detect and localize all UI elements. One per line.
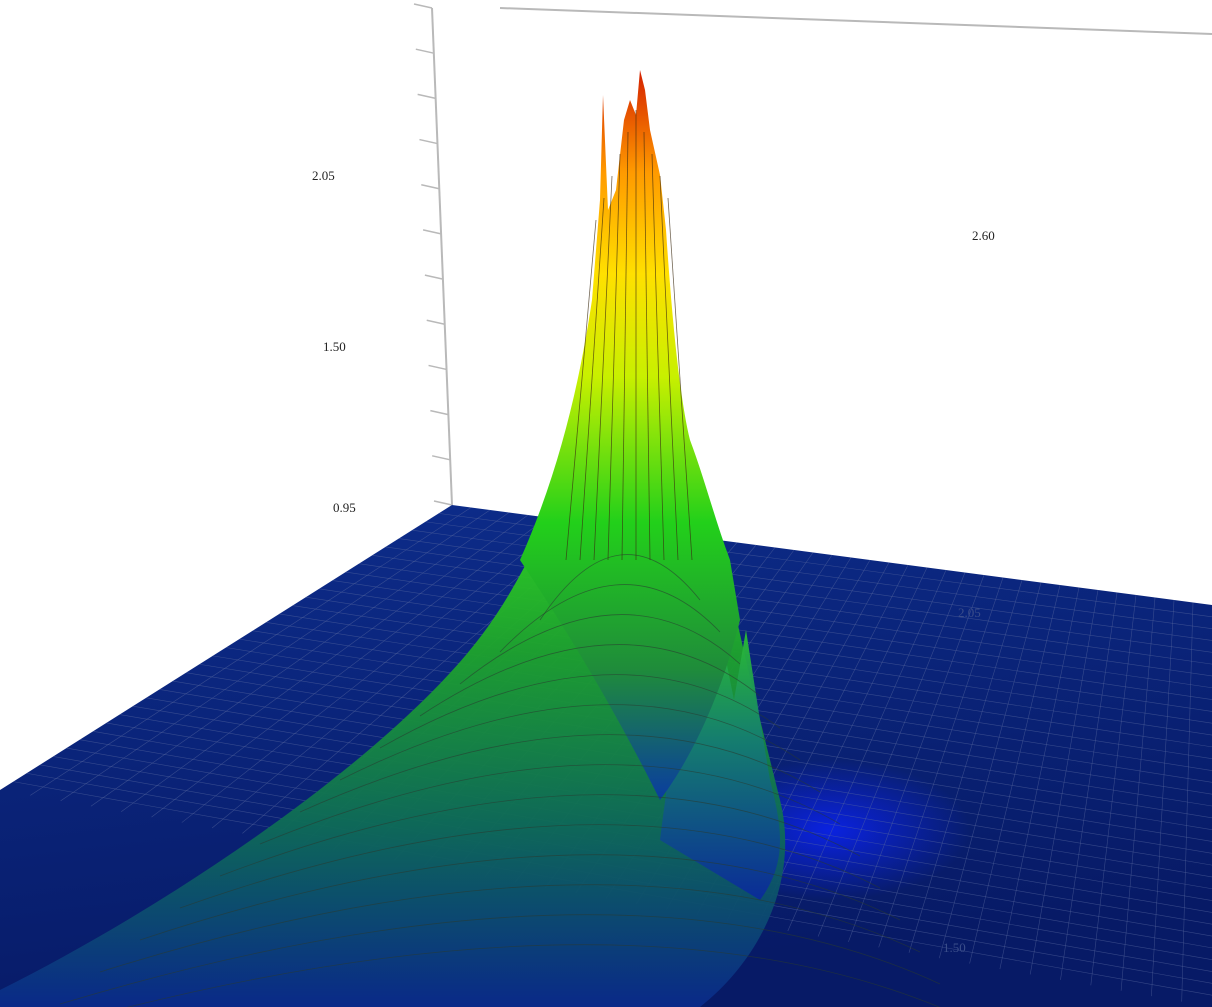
floor-mesh-line <box>385 546 1212 665</box>
z-tick-mark <box>419 138 438 145</box>
surface-ridge-line <box>621 131 629 561</box>
z-tick-mark <box>422 229 442 235</box>
surface-contour-line <box>259 764 841 845</box>
floor-mesh-line <box>358 563 1212 689</box>
floor-tick-2-05: 2.05 <box>958 605 981 620</box>
z-tick-mark <box>430 409 449 416</box>
surface-ridge-line <box>593 175 613 561</box>
surface-contour-line <box>339 704 801 781</box>
surface-contour-line <box>419 644 761 717</box>
floor-tick-1-50: 1.50 <box>943 940 966 955</box>
surface-ridge-line <box>659 175 679 561</box>
tick-labels: 2.05 1.50 0.95 2.60 2.05 1.50 <box>312 168 995 955</box>
z-tick-mark <box>428 364 447 371</box>
surface-contour-line <box>299 734 821 813</box>
floor-mesh-line <box>319 588 1212 724</box>
surface-ridge-line <box>579 197 605 561</box>
surface-ridge-line <box>643 131 651 561</box>
surface-contour-line <box>59 914 941 1005</box>
z-tick-1-50: 1.50 <box>323 339 346 354</box>
surface-contour-line <box>459 614 741 685</box>
surface-mesh <box>59 110 941 1007</box>
surface-ridge-line <box>651 153 665 561</box>
floor-mesh-line <box>332 580 1212 712</box>
z-tick-0-95: 0.95 <box>333 500 356 515</box>
surface-ridge-line <box>667 197 693 561</box>
floor-mesh-line <box>372 554 1212 677</box>
z-tick-mark <box>417 93 436 100</box>
depth-tick-2-60: 2.60 <box>972 228 995 243</box>
z-tick-mark <box>415 48 434 54</box>
surface-contour-line <box>179 824 881 909</box>
surface-contour-line <box>139 854 901 941</box>
floor-mesh-line <box>345 571 1212 700</box>
floor-mesh-line <box>305 596 1212 736</box>
z-tick-mark <box>424 274 444 280</box>
z-axis-ticks <box>413 3 453 506</box>
z-tick-mark <box>413 3 433 9</box>
back-top-edge <box>499 7 1212 35</box>
surface-contour-line <box>126 944 940 1007</box>
surface-ridge-line <box>607 153 621 561</box>
main-ridge <box>520 70 740 800</box>
surface-contour-line <box>219 794 861 877</box>
z-tick-2-05: 2.05 <box>312 168 335 183</box>
z-tick-mark <box>426 319 445 326</box>
z-tick-mark <box>432 455 451 461</box>
z-tick-mark <box>433 500 453 506</box>
surface-contour-line <box>539 554 701 621</box>
z-axis-line <box>431 7 453 506</box>
surface-body <box>0 70 941 1007</box>
surface-contour-line <box>499 584 721 653</box>
surface-ridge-line <box>565 219 597 561</box>
surface-contour-line <box>99 884 921 973</box>
z-tick-mark <box>421 183 440 190</box>
surface-contour-line <box>379 674 781 749</box>
axis-frame <box>413 3 1212 506</box>
